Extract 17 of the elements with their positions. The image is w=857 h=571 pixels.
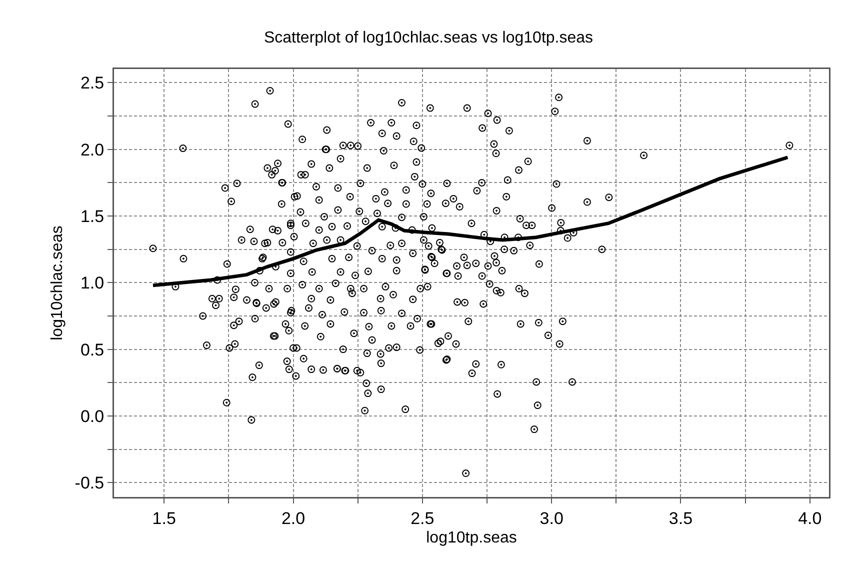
- text: 2.0: [281, 508, 306, 528]
- y-tick-label: 2.5: [80, 74, 104, 93]
- y-tick-label: 0.5: [80, 340, 104, 360]
- x-axis-title: log10tp.seas: [426, 529, 517, 546]
- text: 2.0: [80, 140, 104, 160]
- x-tick-label: 1.5: [152, 508, 176, 528]
- x-tick-label: 3.5: [668, 508, 693, 528]
- text: -0.5: [74, 474, 104, 493]
- chart-title: Scatterplot of log10chlac.seas vs log10tp.seas: [264, 30, 594, 47]
- x-tick-label: 2.5: [410, 508, 434, 528]
- y-tick-label: 1.5: [80, 206, 104, 226]
- text: 0.0: [80, 406, 104, 426]
- text: 1.0: [80, 274, 104, 293]
- y-axis-title: log10chlac.seas: [48, 226, 66, 340]
- line-series: [151, 156, 790, 288]
- text: 3.0: [540, 508, 564, 528]
- text: 4.0: [798, 508, 822, 528]
